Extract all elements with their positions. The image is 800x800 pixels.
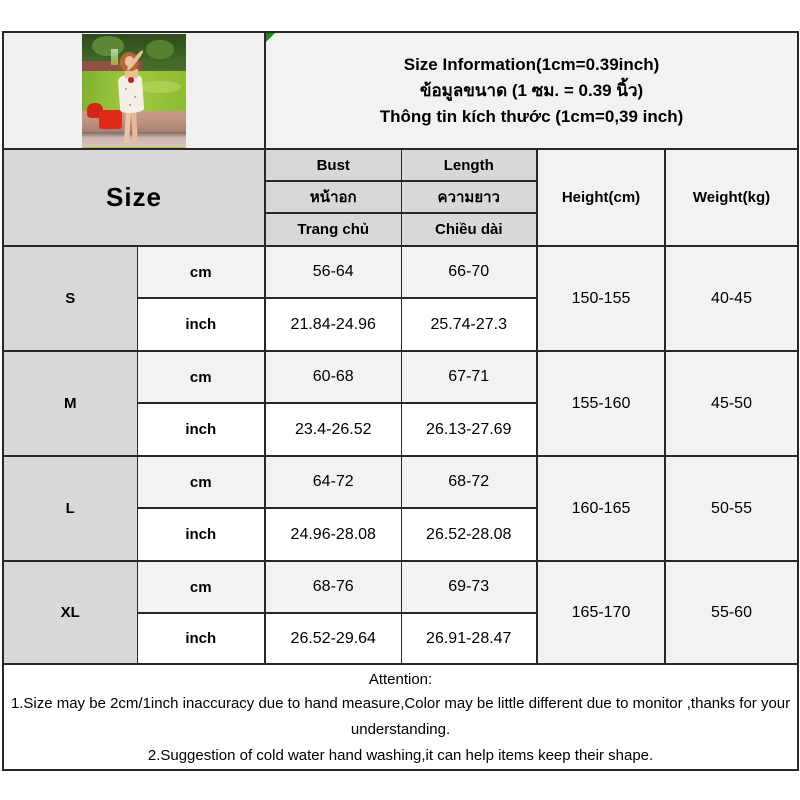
photo-wall bbox=[82, 60, 143, 72]
size-label-m: M bbox=[2, 350, 138, 457]
column-header-size: Size bbox=[2, 148, 266, 247]
size-info-title-vi: Thông tin kích thước (1cm=0,39 inch) bbox=[379, 106, 684, 126]
bust-inch-s: 21.84-24.96 bbox=[264, 297, 402, 352]
attention-title: Attention: bbox=[368, 671, 433, 688]
unit-label-cm: cm bbox=[136, 350, 266, 404]
weight-m: 45-50 bbox=[663, 350, 800, 457]
photo-red-cloth bbox=[98, 109, 122, 130]
bust-inch-xl: 26.52-29.64 bbox=[264, 612, 402, 665]
length-cm-s: 66-70 bbox=[400, 245, 538, 299]
table-row: inch 24.96-28.08 26.52-28.08 bbox=[3, 507, 798, 562]
length-inch-l: 26.52-28.08 bbox=[400, 507, 538, 562]
attention-line-2: 2.Suggestion of cold water hand washing,… bbox=[147, 747, 654, 764]
bust-inch-l: 24.96-28.08 bbox=[264, 507, 402, 562]
size-label-l: L bbox=[2, 455, 138, 562]
table-row: S cm 56-64 66-70 150-155 40-45 bbox=[2, 245, 800, 352]
attention-line-1: 1.Size may be 2cm/1inch inaccuracy due t… bbox=[10, 695, 791, 738]
column-header-bust-vi: Trang chủ bbox=[264, 212, 402, 247]
height-xl: 165-170 bbox=[536, 560, 666, 665]
length-inch-xl: 26.91-28.47 bbox=[400, 612, 538, 665]
unit-label-inch: inch bbox=[136, 402, 266, 457]
column-header-length-en: Length bbox=[400, 148, 538, 182]
bust-cm-s: 56-64 bbox=[264, 245, 402, 299]
size-label-s: S bbox=[2, 245, 138, 352]
cell-comment-flag-icon bbox=[267, 34, 275, 42]
photo-fountain bbox=[111, 49, 119, 66]
column-header-length-vi: Chiều dài bbox=[400, 212, 538, 247]
unit-label-inch: inch bbox=[136, 297, 266, 352]
table-row: inch 23.4-26.52 26.13-27.69 bbox=[3, 402, 798, 457]
bust-cm-m: 60-68 bbox=[264, 350, 402, 404]
weight-l: 50-55 bbox=[663, 455, 800, 562]
photo-foliage-highlight bbox=[92, 35, 124, 57]
unit-label-cm: cm bbox=[136, 560, 266, 614]
photo-model-face bbox=[124, 56, 134, 67]
size-info-title-en: Size Information(1cm=0.39inch) bbox=[403, 54, 660, 74]
photo-water-glint bbox=[139, 81, 181, 93]
column-header-weight: Weight(kg) bbox=[663, 148, 800, 247]
height-m: 155-160 bbox=[536, 350, 666, 457]
bust-inch-m: 23.4-26.52 bbox=[264, 402, 402, 457]
unit-label-cm: cm bbox=[136, 455, 266, 509]
unit-label-cm: cm bbox=[136, 245, 266, 299]
product-photo bbox=[82, 34, 186, 147]
column-header-length-th: ความยาว bbox=[400, 180, 538, 214]
photo-red-bow bbox=[127, 76, 134, 83]
table-row: XL cm 68-76 69-73 165-170 55-60 bbox=[2, 560, 800, 665]
column-header-bust-en: Bust bbox=[264, 148, 402, 182]
attention-note-cell: Attention: 1.Size may be 2cm/1inch inacc… bbox=[1, 663, 800, 771]
table-row: M cm 60-68 67-71 155-160 45-50 bbox=[2, 350, 800, 457]
size-info-title-th: ข้อมูลขนาด (1 ซม. = 0.39 นิ้ว) bbox=[419, 80, 644, 100]
weight-s: 40-45 bbox=[663, 245, 800, 352]
table-row: inch 21.84-24.96 25.74-27.3 bbox=[3, 297, 798, 352]
length-cm-xl: 69-73 bbox=[400, 560, 538, 614]
column-header-height: Height(cm) bbox=[536, 148, 666, 247]
size-chart-table: Size Information(1cm=0.39inch) ข้อมูลขนา… bbox=[1, 31, 800, 771]
photo-model-torso bbox=[124, 68, 139, 78]
unit-label-inch: inch bbox=[136, 612, 266, 665]
product-photo-cell bbox=[2, 31, 266, 150]
bust-cm-xl: 68-76 bbox=[264, 560, 402, 614]
length-inch-s: 25.74-27.3 bbox=[400, 297, 538, 352]
unit-label-inch: inch bbox=[136, 507, 266, 562]
height-s: 150-155 bbox=[536, 245, 666, 352]
size-info-header-cell: Size Information(1cm=0.39inch) ข้อมูลขนา… bbox=[263, 31, 800, 150]
size-label-xl: XL bbox=[2, 560, 138, 665]
length-cm-m: 67-71 bbox=[400, 350, 538, 404]
bust-cm-l: 64-72 bbox=[264, 455, 402, 509]
length-inch-m: 26.13-27.69 bbox=[400, 402, 538, 457]
height-l: 160-165 bbox=[536, 455, 666, 562]
table-row: L cm 64-72 68-72 160-165 50-55 bbox=[2, 455, 800, 562]
photo-foliage-highlight bbox=[146, 40, 174, 59]
weight-xl: 55-60 bbox=[663, 560, 800, 665]
column-header-bust-th: หน้าอก bbox=[264, 180, 402, 214]
length-cm-l: 68-72 bbox=[400, 455, 538, 509]
table-row: inch 26.52-29.64 26.91-28.47 bbox=[3, 612, 798, 665]
